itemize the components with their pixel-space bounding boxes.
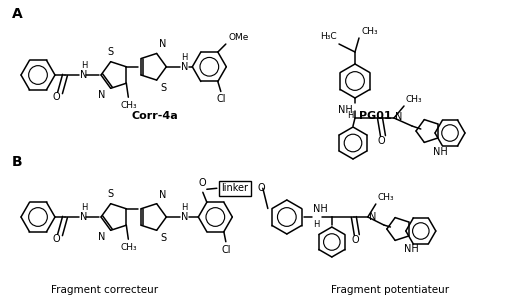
Text: N: N [80,212,87,222]
Text: S: S [107,189,114,199]
Text: N: N [98,90,106,100]
Text: NH: NH [404,244,419,254]
Text: Cl: Cl [221,245,230,255]
Text: N: N [159,190,166,200]
Text: O: O [351,235,359,245]
Text: OMe: OMe [229,33,249,42]
Text: N: N [159,39,166,49]
Text: linker: linker [221,183,248,193]
Text: N: N [181,62,189,72]
Text: O: O [258,183,265,193]
Text: H: H [347,111,353,120]
Text: N: N [80,70,87,80]
Text: CH₃: CH₃ [378,193,394,202]
Text: H: H [81,61,87,70]
Text: B: B [12,155,23,169]
Text: NH: NH [313,204,327,214]
Text: H: H [181,203,188,212]
Text: S: S [107,47,114,57]
Text: H: H [181,53,188,62]
Text: CH₃: CH₃ [120,101,136,110]
Text: Cl: Cl [216,95,226,105]
Text: H: H [81,203,87,212]
Text: CH₃: CH₃ [406,95,422,104]
Text: NH: NH [338,105,353,115]
Text: A: A [12,7,23,21]
Text: H₃C: H₃C [320,32,337,41]
Text: Fragment potentiateur: Fragment potentiateur [331,285,449,295]
Text: PG01: PG01 [359,111,391,121]
Text: O: O [198,178,206,188]
Text: N: N [98,232,106,242]
Text: Fragment correcteur: Fragment correcteur [51,285,159,295]
Text: O: O [52,234,60,244]
Text: O: O [377,136,385,146]
Text: N: N [181,212,189,222]
Text: O: O [52,92,60,102]
Text: NH: NH [433,147,448,157]
Text: CH₃: CH₃ [120,243,136,252]
Text: N: N [369,212,376,222]
Text: S: S [161,233,167,243]
Text: S: S [161,83,167,93]
Text: Corr-4a: Corr-4a [132,111,179,121]
Text: N: N [395,112,402,122]
Text: H: H [313,220,319,229]
Text: CH₃: CH₃ [361,27,378,36]
